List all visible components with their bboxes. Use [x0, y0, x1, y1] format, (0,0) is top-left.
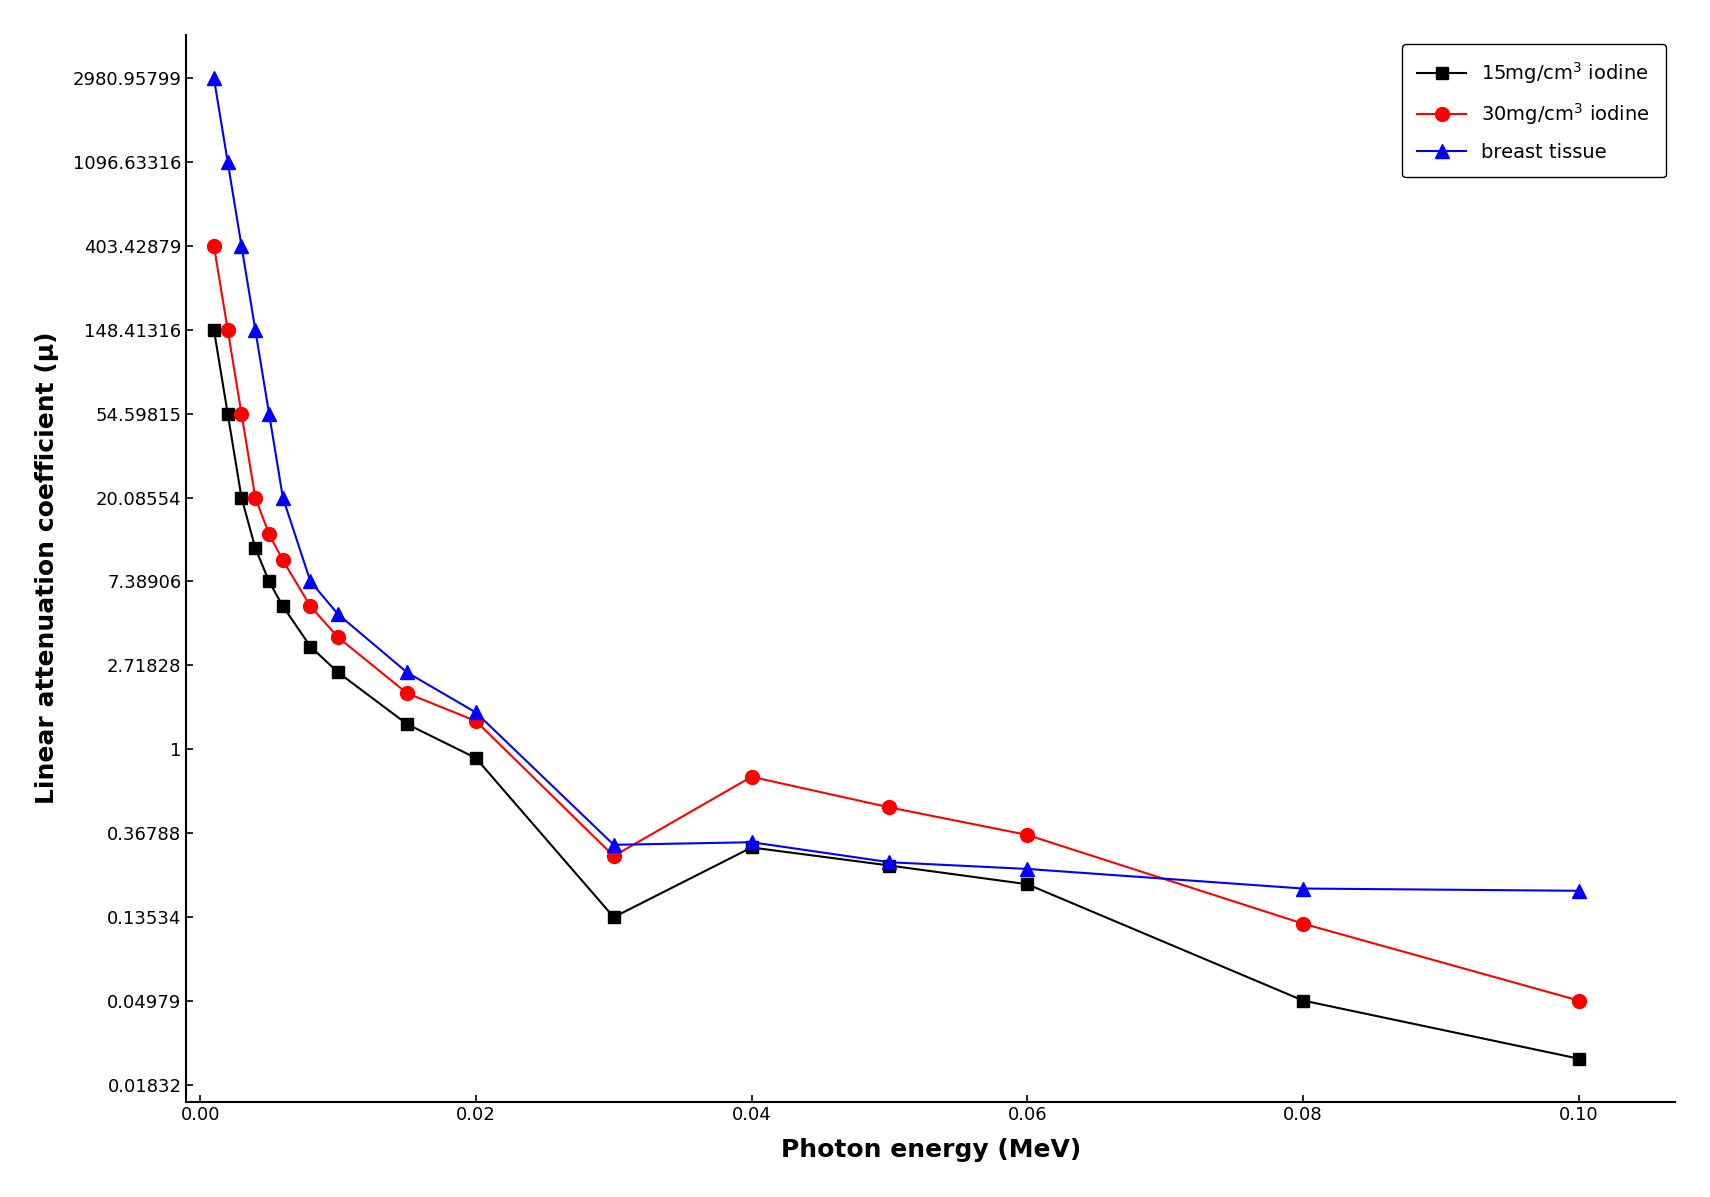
30mg/cm³ iodine	[1017, 828, 1038, 843]
30mg/cm³ iodine	[1568, 994, 1589, 1008]
30mg/cm³ iodine	[328, 630, 349, 644]
breast tissue	[258, 407, 279, 421]
Y-axis label: Linear attenuation coefficient (μ): Linear attenuation coefficient (μ)	[34, 332, 58, 804]
breast tissue	[397, 666, 417, 680]
30mg/cm³ iodine	[301, 598, 321, 613]
breast tissue	[301, 575, 321, 589]
30mg/cm³ iodine	[258, 527, 279, 541]
breast tissue	[742, 836, 763, 850]
15mg/cm³ iodine	[231, 491, 251, 505]
15mg/cm³ iodine	[217, 407, 238, 421]
15mg/cm³ iodine	[1293, 994, 1313, 1008]
breast tissue	[217, 154, 238, 169]
30mg/cm³ iodine	[604, 849, 624, 863]
15mg/cm³ iodine	[272, 598, 292, 613]
30mg/cm³ iodine	[203, 238, 224, 253]
30mg/cm³ iodine	[231, 407, 251, 421]
15mg/cm³ iodine	[203, 323, 224, 338]
15mg/cm³ iodine	[328, 666, 349, 680]
15mg/cm³ iodine	[258, 575, 279, 589]
15mg/cm³ iodine	[879, 858, 899, 873]
breast tissue	[1017, 862, 1038, 876]
breast tissue	[1568, 883, 1589, 898]
30mg/cm³ iodine	[397, 686, 417, 700]
15mg/cm³ iodine	[742, 840, 763, 855]
30mg/cm³ iodine	[879, 800, 899, 814]
breast tissue	[272, 491, 292, 505]
15mg/cm³ iodine	[397, 717, 417, 731]
Line: breast tissue: breast tissue	[207, 71, 1585, 898]
breast tissue	[245, 323, 265, 338]
30mg/cm³ iodine	[245, 491, 265, 505]
30mg/cm³ iodine	[1293, 917, 1313, 931]
breast tissue	[203, 71, 224, 85]
30mg/cm³ iodine	[217, 323, 238, 338]
30mg/cm³ iodine	[742, 770, 763, 784]
30mg/cm³ iodine	[272, 553, 292, 567]
breast tissue	[328, 607, 349, 621]
15mg/cm³ iodine	[245, 541, 265, 555]
breast tissue	[465, 705, 486, 719]
15mg/cm³ iodine	[604, 910, 624, 924]
Line: 30mg/cm³ iodine: 30mg/cm³ iodine	[207, 239, 1585, 1008]
Legend: 15mg/cm$^3$ iodine, 30mg/cm$^3$ iodine, breast tissue: 15mg/cm$^3$ iodine, 30mg/cm$^3$ iodine, …	[1402, 44, 1666, 177]
15mg/cm³ iodine	[1568, 1051, 1589, 1065]
breast tissue	[1293, 881, 1313, 895]
Line: 15mg/cm³ iodine: 15mg/cm³ iodine	[207, 323, 1585, 1065]
breast tissue	[604, 838, 624, 852]
breast tissue	[879, 855, 899, 869]
15mg/cm³ iodine	[465, 751, 486, 765]
X-axis label: Photon energy (MeV): Photon energy (MeV)	[781, 1138, 1081, 1162]
15mg/cm³ iodine	[1017, 877, 1038, 892]
breast tissue	[231, 238, 251, 253]
30mg/cm³ iodine	[465, 713, 486, 728]
15mg/cm³ iodine	[301, 639, 321, 654]
